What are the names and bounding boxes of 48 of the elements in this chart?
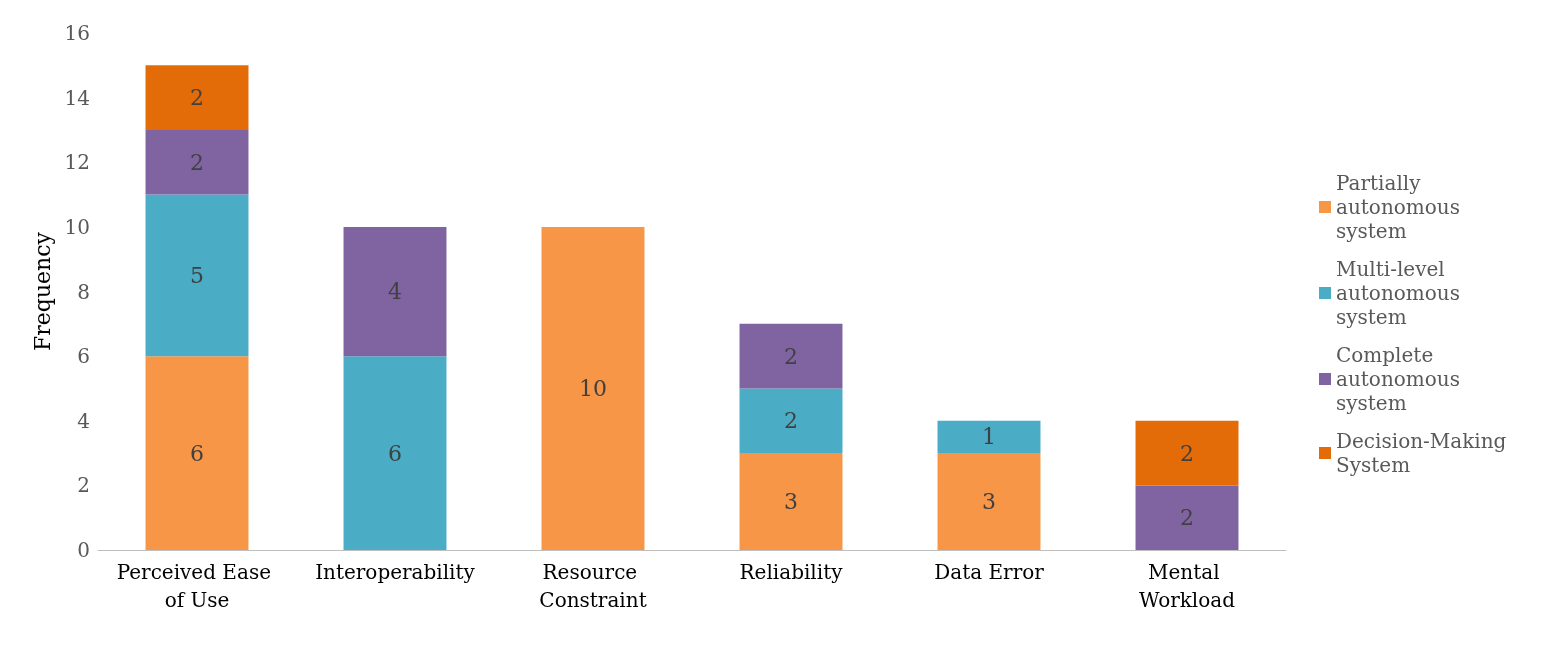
bar bbox=[937, 453, 1041, 550]
data-label: 2 bbox=[784, 343, 798, 369]
bar bbox=[541, 226, 645, 550]
y-tick-label: 12 bbox=[64, 150, 90, 175]
y-tick-label: 14 bbox=[64, 85, 90, 110]
bar bbox=[739, 388, 843, 454]
bar bbox=[145, 194, 249, 357]
y-tick-label: 4 bbox=[77, 408, 90, 433]
y-tick-label: 2 bbox=[77, 473, 90, 498]
bar bbox=[145, 356, 249, 550]
data-label: 5 bbox=[190, 262, 204, 288]
data-label: 2 bbox=[1180, 505, 1194, 531]
x-tick-label: Data Error bbox=[934, 560, 1045, 584]
legend-label: Multi-level autonomous system bbox=[1336, 257, 1467, 329]
y-tick-label: 16 bbox=[64, 21, 90, 45]
bar bbox=[937, 420, 1041, 454]
data-label: 10 bbox=[579, 375, 607, 401]
data-label: 6 bbox=[388, 440, 402, 466]
bar bbox=[343, 226, 447, 357]
data-label: 2 bbox=[784, 408, 798, 434]
x-tick-label: Interoperability bbox=[315, 560, 476, 584]
y-axis-title: Frequency bbox=[29, 231, 55, 351]
y-tick-label: 6 bbox=[77, 344, 90, 369]
x-tick-label: Resource Constraint bbox=[539, 560, 647, 612]
data-label: 3 bbox=[982, 489, 996, 515]
x-tick-label: Reliability bbox=[739, 560, 844, 584]
legend-label: Complete autonomous system bbox=[1336, 343, 1467, 415]
bar bbox=[1135, 420, 1239, 486]
y-tick-label: 10 bbox=[64, 214, 90, 239]
data-label: 1 bbox=[982, 424, 996, 450]
legend-label: Decision-Making System bbox=[1336, 429, 1513, 477]
bar bbox=[739, 323, 843, 389]
bar bbox=[145, 65, 249, 130]
data-label: 2 bbox=[1180, 440, 1194, 466]
x-tick-label: Perceived Ease of Use bbox=[116, 560, 278, 612]
data-label: 3 bbox=[784, 489, 798, 515]
y-tick-label: 8 bbox=[77, 279, 90, 304]
data-label: 6 bbox=[190, 440, 204, 466]
bar bbox=[145, 129, 249, 195]
data-label: 2 bbox=[190, 85, 204, 111]
bar bbox=[343, 356, 447, 550]
data-label: 4 bbox=[388, 279, 402, 304]
legend-label: Partially autonomous system bbox=[1336, 171, 1467, 243]
bar bbox=[1135, 485, 1239, 550]
y-tick-label: 0 bbox=[77, 538, 90, 562]
bar bbox=[739, 453, 843, 550]
x-tick-label: Mental Workload bbox=[1138, 560, 1236, 612]
data-label: 2 bbox=[190, 149, 204, 175]
